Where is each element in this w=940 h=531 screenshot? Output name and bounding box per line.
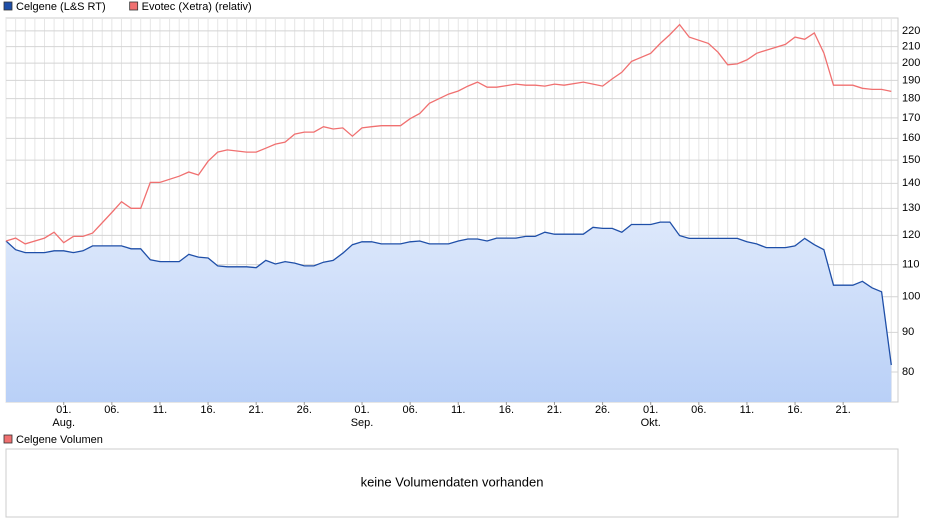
y-tick-label: 120 (902, 229, 920, 241)
x-tick-label: 06. (691, 404, 706, 416)
x-tick-label: 01. (354, 404, 369, 416)
y-tick-label: 80 (902, 366, 914, 378)
legend-swatch (3, 434, 13, 444)
legend-label: Celgene Volumen (16, 434, 103, 446)
y-tick-label: 150 (902, 154, 920, 166)
volume-message: keine Volumendaten vorhanden (361, 474, 544, 489)
y-tick-label: 110 (902, 259, 920, 271)
x-tick-label: 21. (836, 404, 851, 416)
y-tick-label: 210 (902, 41, 920, 53)
legend-swatch (3, 1, 13, 11)
x-tick-label: 26. (595, 404, 610, 416)
y-tick-label: 90 (902, 326, 914, 338)
x-month-label: Aug. (52, 417, 75, 429)
legend-label: Evotec (Xetra) (relativ) (142, 1, 252, 13)
x-month-label: Okt. (641, 417, 661, 429)
x-tick-label: 11. (153, 404, 167, 416)
y-tick-label: 170 (902, 112, 920, 124)
y-tick-label: 160 (902, 132, 920, 144)
x-tick-label: 26. (297, 404, 312, 416)
x-month-label: Sep. (351, 417, 374, 429)
volume-box (5, 448, 899, 518)
line (5, 221, 892, 366)
line (5, 23, 892, 245)
y-tick-label: 140 (902, 177, 920, 189)
legend-swatch (129, 1, 139, 11)
y-tick-label: 220 (902, 25, 920, 37)
x-tick-label: 21. (249, 404, 264, 416)
x-tick-label: 01. (643, 404, 658, 416)
y-tick-label: 180 (902, 93, 920, 105)
x-tick-label: 06. (104, 404, 119, 416)
y-tick-label: 100 (902, 291, 920, 303)
x-tick-label: 11. (740, 404, 754, 416)
x-tick-label: 16. (200, 404, 215, 416)
legend-label: Celgene (L&S RT) (16, 1, 106, 13)
x-tick-label: 21. (547, 404, 562, 416)
x-tick-label: 11. (451, 404, 465, 416)
x-tick-label: 16. (787, 404, 802, 416)
x-tick-label: 01. (56, 404, 71, 416)
y-tick-label: 200 (902, 57, 920, 69)
x-tick-label: 16. (499, 404, 514, 416)
x-tick-label: 06. (402, 404, 417, 416)
y-tick-label: 130 (902, 202, 920, 214)
y-tick-label: 190 (902, 74, 920, 86)
